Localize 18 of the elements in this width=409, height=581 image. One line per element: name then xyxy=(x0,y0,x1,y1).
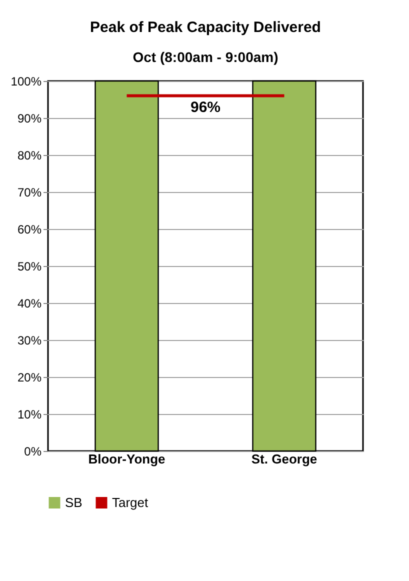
y-tick-label: 70% xyxy=(17,186,42,200)
x-tick-label: St. George xyxy=(251,452,318,466)
x-tick-label: Bloor-Yonge xyxy=(88,452,166,466)
y-tick-label: 100% xyxy=(10,74,42,88)
y-tick-label: 0% xyxy=(24,444,42,458)
legend-label: SB xyxy=(65,494,82,510)
annotation: 96% xyxy=(190,98,221,116)
y-tick-label: 60% xyxy=(17,222,42,236)
y-tick-label: 10% xyxy=(17,408,42,422)
chart-subtitle: Oct (8:00am - 9:00am) xyxy=(132,49,278,65)
y-tick-label: 30% xyxy=(17,334,42,348)
y-tick-label: 90% xyxy=(17,112,42,126)
y-tick-label: 50% xyxy=(17,260,42,274)
legend-label: Target xyxy=(112,494,149,510)
chart-title: Peak of Peak Capacity Delivered xyxy=(90,19,321,36)
y-tick-label: 40% xyxy=(17,296,42,310)
y-tick-label: 20% xyxy=(17,370,42,384)
y-tick-label: 80% xyxy=(17,148,42,162)
